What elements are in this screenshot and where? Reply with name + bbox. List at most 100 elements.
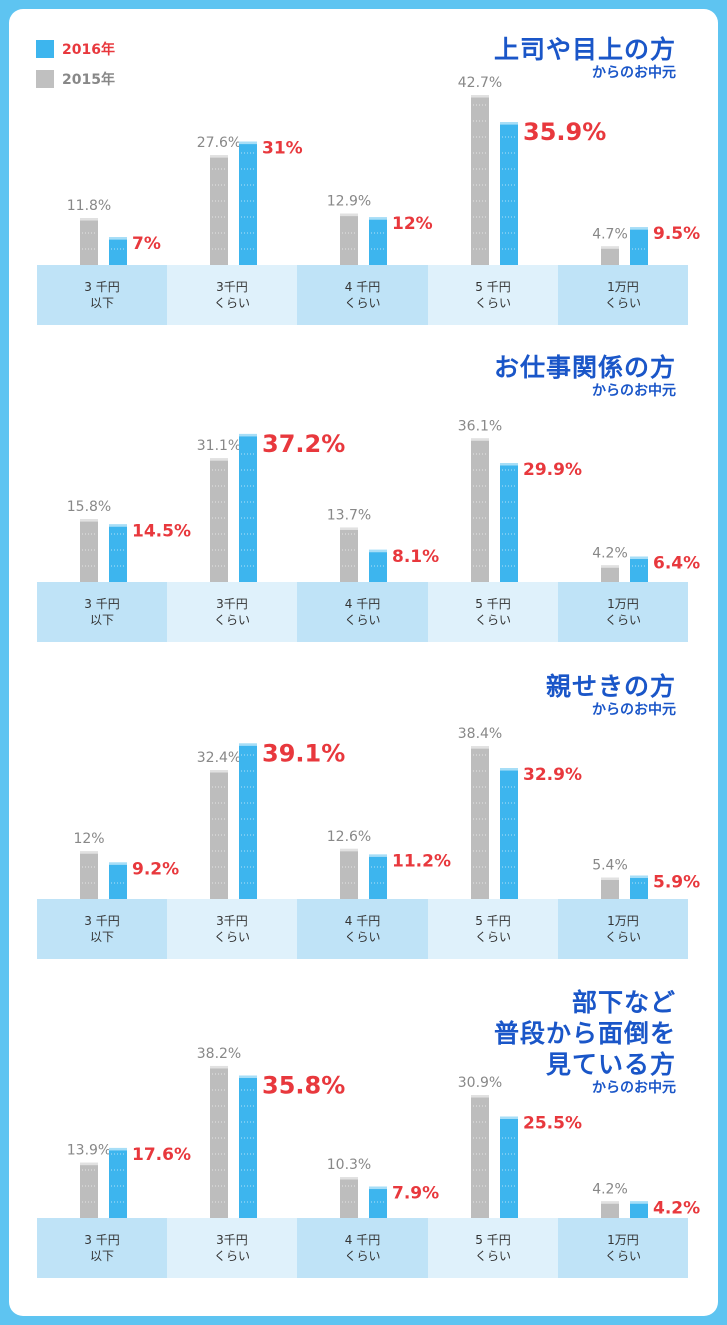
bar-2016 xyxy=(500,1116,518,1218)
bar-2016 xyxy=(369,854,387,899)
bar-2015 xyxy=(601,565,619,582)
data-label-2015: 10.3% xyxy=(327,1157,371,1173)
data-label-2015: 4.2% xyxy=(592,1181,628,1197)
category-label: 1万円 くらい xyxy=(558,582,688,642)
bar-2016-cap xyxy=(500,768,518,771)
data-label-2016: 35.9% xyxy=(523,118,606,146)
category-label-line: 5 千円 xyxy=(475,914,511,928)
bar-2015-cap xyxy=(471,1095,489,1098)
legend-label-2016: 2016年 xyxy=(62,42,115,58)
category-label-line: 4 千円 xyxy=(344,914,381,928)
category-label: 4 千円 くらい xyxy=(297,582,428,642)
category-label-line: 1万円 xyxy=(607,914,639,928)
bar-2015-cap xyxy=(340,213,358,217)
chart-subtitle: からのお中元 xyxy=(592,1080,676,1096)
data-label-2016: 12% xyxy=(392,214,433,234)
category-label-line: くらい xyxy=(213,930,250,944)
chart-subtitle: からのお中元 xyxy=(592,65,676,81)
chart-title: お仕事関係の方 からのお中元 xyxy=(494,352,676,400)
bar-2016 xyxy=(500,768,518,899)
bar-2016-cap xyxy=(239,743,257,746)
category-label-line: 4 千円 xyxy=(344,280,381,294)
category-label-line: くらい xyxy=(213,1249,250,1263)
bar-2016-cap xyxy=(109,1147,127,1151)
category-label-line: くらい xyxy=(344,930,381,944)
category-label: 1万円 くらい xyxy=(558,899,688,959)
bar-2016 xyxy=(109,862,127,899)
category-label-line: 4 千円 xyxy=(344,1233,381,1247)
category-label-line: 3 千円 xyxy=(84,1233,120,1247)
bar-2016-cap xyxy=(239,1075,257,1079)
data-label-2016: 35.8% xyxy=(262,1072,345,1100)
bar-2016-cap xyxy=(630,875,648,879)
category-label: 5 千円 くらい xyxy=(428,899,558,959)
category-label-line: 3千円 xyxy=(216,280,248,294)
category-label-line: 5 千円 xyxy=(475,280,511,294)
legend-swatch-2016 xyxy=(36,40,54,58)
chart-title-line: 部下など xyxy=(571,988,676,1017)
data-label-2016: 9.2% xyxy=(132,859,179,879)
legend-swatch-2015 xyxy=(36,70,54,88)
bar-2015-cap xyxy=(471,95,489,98)
bar-2015 xyxy=(210,770,228,899)
bar-2015 xyxy=(80,519,98,582)
category-label-line: くらい xyxy=(474,613,511,627)
bar-2015 xyxy=(340,527,358,582)
legend-item-2015: 2015年 xyxy=(36,70,115,88)
bar-2015 xyxy=(210,458,228,582)
data-label-2016: 6.4% xyxy=(653,554,700,574)
bar-2016-cap xyxy=(500,462,518,466)
bar-2015 xyxy=(80,218,98,265)
data-label-2015: 27.6% xyxy=(197,135,241,151)
bar-2016 xyxy=(239,1075,257,1218)
bar-2016-cap xyxy=(109,237,127,240)
bar-2015 xyxy=(80,1162,98,1218)
legend-label-2015: 2015年 xyxy=(62,72,115,88)
data-label-2016: 39.1% xyxy=(262,739,345,767)
category-label: 4 千円くらい xyxy=(297,899,428,959)
data-label-2016: 9.5% xyxy=(653,224,700,244)
data-label-2016: 17.6% xyxy=(132,1145,191,1165)
category-label-line: 3 千円 xyxy=(84,597,120,611)
bar-2015 xyxy=(471,1095,489,1218)
bar-2015-cap xyxy=(601,246,619,249)
legend: 2016年 2015年 xyxy=(36,40,115,100)
bar-2015 xyxy=(471,746,489,899)
bar-2015-cap xyxy=(210,1065,228,1069)
data-label-2015: 12.6% xyxy=(327,829,371,845)
category-label-line: 以下 xyxy=(89,613,114,627)
chart-title: 親せきの方 からのお中元 xyxy=(546,671,676,719)
category-label: 5 千円 くらい xyxy=(428,582,558,642)
category-label-line: くらい xyxy=(604,1249,641,1263)
bar-2016 xyxy=(109,524,127,582)
data-label-2015: 11.8% xyxy=(67,198,111,214)
category-label-line: 4 千円 xyxy=(344,597,381,611)
bar-2015-cap xyxy=(80,218,98,221)
bar-2016-cap xyxy=(109,524,127,527)
category-label-line: くらい xyxy=(344,296,381,310)
bar-2015-cap xyxy=(471,746,489,749)
category-label-line: 3千円 xyxy=(216,597,248,611)
category-label: 5 千円 くらい xyxy=(428,1218,558,1278)
data-label-2015: 4.7% xyxy=(592,226,628,242)
bar-2015-cap xyxy=(210,770,228,773)
category-label: 1万円 くらい xyxy=(558,265,688,325)
bar-2016-cap xyxy=(369,1186,387,1190)
chart-subtitle: からのお中元 xyxy=(592,702,676,718)
bar-2015 xyxy=(340,213,358,265)
category-label-line: 1万円 xyxy=(607,1233,639,1247)
data-label-2015: 15.8% xyxy=(67,499,111,515)
bar-2016-cap xyxy=(239,141,257,145)
bar-2015 xyxy=(471,438,489,582)
data-label-2015: 30.9% xyxy=(458,1075,502,1091)
bar-2015 xyxy=(210,1065,228,1218)
bar-2016 xyxy=(630,875,648,899)
data-label-2015: 5.4% xyxy=(592,858,628,874)
data-label-2015: 32.4% xyxy=(197,750,241,766)
data-label-2015: 12.9% xyxy=(327,194,371,210)
data-label-2015: 42.7% xyxy=(458,75,502,91)
data-label-2016: 8.1% xyxy=(392,547,439,567)
bar-2016 xyxy=(239,141,257,265)
data-label-2016: 5.9% xyxy=(653,873,700,893)
